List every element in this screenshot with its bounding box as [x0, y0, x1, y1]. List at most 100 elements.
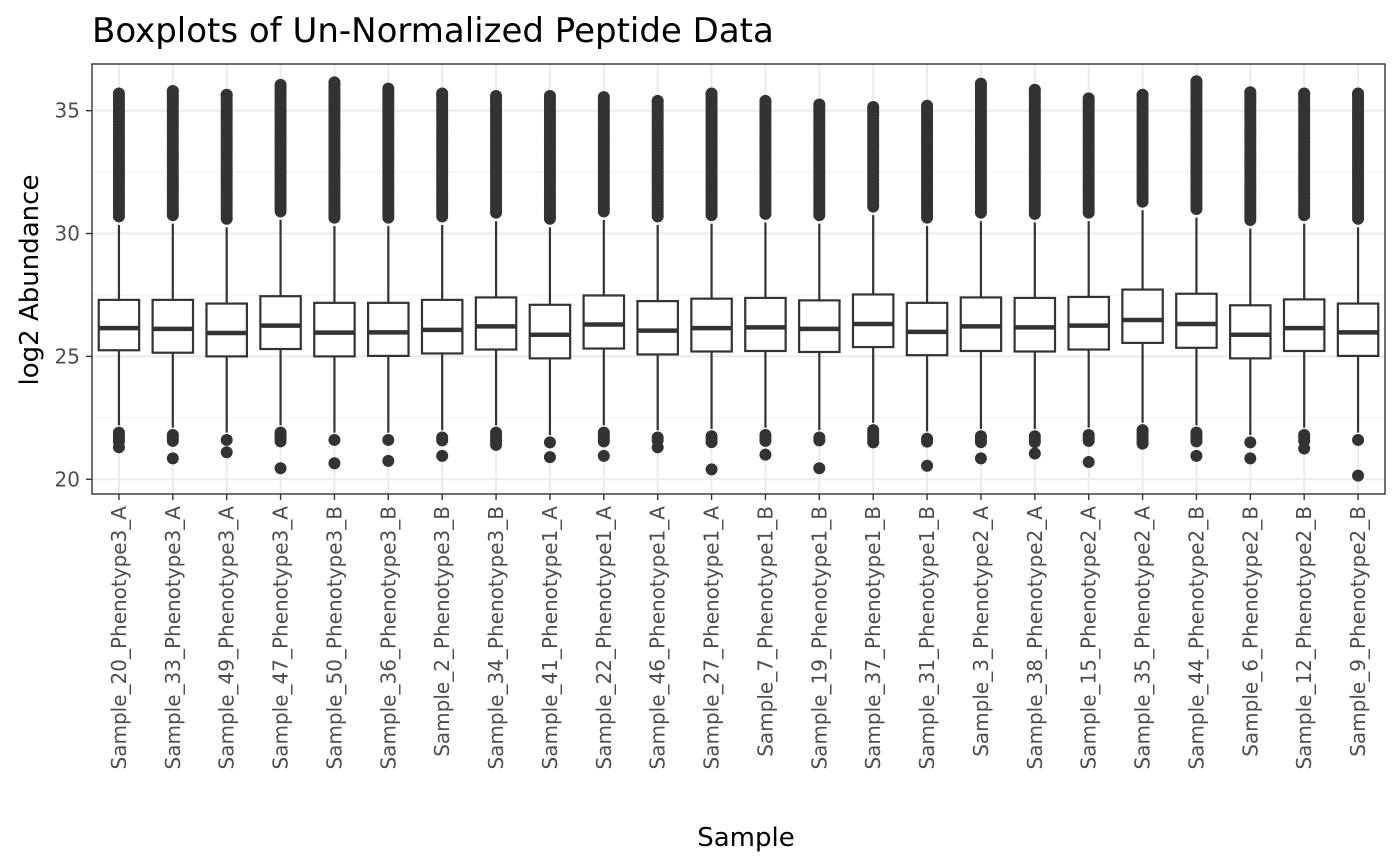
outlier-point: [1244, 86, 1257, 99]
outlier-point: [166, 452, 179, 465]
box-iqr: [259, 295, 302, 351]
x-tick-label: Sample_36_Phenotype3_B: [376, 506, 400, 770]
box-Sample_47_Phenotype3_A: [259, 78, 302, 475]
box-Sample_41_Phenotype1_A: [528, 89, 572, 464]
box-Sample_12_Phenotype2_B: [1282, 87, 1326, 455]
outlier-point: [1244, 436, 1257, 449]
x-tick-label: Sample_12_Phenotype2_B: [1292, 506, 1316, 770]
outlier-point: [867, 436, 880, 449]
box-Sample_37_Phenotype1_B: [851, 101, 895, 449]
y-tick-label: 20: [55, 467, 80, 491]
outlier-point: [220, 433, 233, 446]
outlier-point: [921, 99, 934, 112]
outlier-point: [1028, 83, 1041, 96]
box-iqr: [420, 298, 464, 355]
outlier-point: [382, 433, 395, 446]
outlier-point: [112, 87, 125, 100]
outlier-point: [436, 87, 449, 100]
x-tick-label: Sample_37_Phenotype1_B: [861, 506, 885, 770]
box-Sample_19_Phenotype1_B: [798, 98, 841, 475]
outlier-point: [220, 446, 233, 459]
box-Sample_7_Phenotype1_B: [744, 94, 787, 461]
box-Sample_44_Phenotype2_B: [1175, 75, 1218, 462]
panel-border: [91, 63, 1386, 495]
box-iqr: [690, 297, 733, 353]
box-Sample_6_Phenotype2_B: [1229, 86, 1272, 465]
outlier-point: [921, 435, 934, 448]
x-tick-label: Sample_27_Phenotype1_A: [700, 506, 724, 770]
box-iqr: [1013, 296, 1057, 353]
box-iqr: [528, 303, 572, 360]
outlier-point: [436, 434, 449, 447]
outlier-point: [1244, 452, 1257, 465]
outlier-point: [543, 436, 556, 449]
outlier-point: [597, 449, 610, 462]
outlier-point: [328, 457, 341, 470]
outlier-point: [1082, 92, 1095, 105]
box-iqr: [851, 293, 895, 349]
outlier-point: [759, 434, 772, 447]
x-tick-label: Sample_9_Phenotype2_B: [1346, 506, 1370, 757]
x-tick-label: Sample_34_Phenotype3_B: [484, 506, 508, 770]
outlier-point: [1028, 447, 1041, 460]
outlier-point: [382, 82, 395, 95]
outlier-point: [1190, 75, 1203, 88]
box-iqr: [313, 301, 356, 358]
box-iqr: [636, 300, 679, 356]
x-tick-label: Sample_44_Phenotype2_B: [1184, 506, 1208, 770]
box-iqr: [744, 296, 787, 353]
outlier-point: [274, 78, 287, 91]
outlier-point: [436, 449, 449, 462]
outlier-point: [1298, 87, 1311, 100]
outlier-point: [1352, 469, 1365, 482]
box-Sample_31_Phenotype1_B: [905, 99, 949, 472]
box-iqr: [582, 294, 626, 350]
outlier-point: [328, 76, 341, 89]
x-tick-label: Sample_47_Phenotype3_A: [269, 506, 293, 770]
box-iqr: [1229, 304, 1272, 360]
x-tick-label: Sample_19_Phenotype1_B: [807, 506, 831, 770]
x-tick-label: Sample_49_Phenotype3_A: [215, 506, 239, 770]
outlier-point: [274, 462, 287, 475]
outlier-point: [1352, 433, 1365, 446]
x-tick-label: Sample_2_Phenotype3_B: [430, 506, 454, 757]
chart-title: Boxplots of Un-Normalized Peptide Data: [92, 11, 774, 51]
outlier-point: [651, 94, 664, 107]
outlier-point: [1136, 88, 1149, 101]
box-Sample_49_Phenotype3_A: [205, 88, 248, 459]
outlier-point: [1352, 87, 1365, 100]
outlier-point: [274, 435, 287, 448]
box-Sample_50_Phenotype3_B: [313, 76, 356, 470]
box-Sample_35_Phenotype2_A: [1121, 88, 1164, 450]
box-Sample_34_Phenotype3_B: [474, 89, 518, 451]
outlier-point: [974, 436, 987, 449]
outlier-point: [166, 85, 179, 98]
box-Sample_36_Phenotype3_B: [367, 82, 410, 467]
outlier-point: [813, 434, 826, 447]
x-tick-label: Sample_35_Phenotype2_A: [1131, 506, 1155, 770]
box-iqr: [1121, 288, 1164, 344]
box-iqr: [905, 301, 949, 357]
box-iqr: [205, 302, 248, 358]
outlier-point: [490, 89, 503, 102]
outlier-point: [1028, 436, 1041, 449]
x-tick-label: Sample_38_Phenotype2_A: [1023, 506, 1047, 770]
outlier-point: [921, 459, 934, 472]
outlier-point: [543, 451, 556, 464]
x-tick-label: Sample_33_Phenotype3_A: [161, 506, 185, 770]
box-Sample_2_Phenotype3_B: [420, 87, 464, 462]
box-iqr: [1175, 292, 1218, 349]
outlier-point: [166, 434, 179, 447]
outlier-point: [813, 462, 826, 475]
outlier-point: [597, 91, 610, 104]
box-iqr: [798, 299, 841, 354]
x-tick-label: Sample_31_Phenotype1_B: [915, 506, 939, 770]
outlier-point: [651, 441, 664, 454]
box-Sample_38_Phenotype2_A: [1013, 83, 1057, 460]
box-iqr: [367, 301, 410, 358]
outlier-point: [974, 77, 987, 90]
box-Sample_9_Phenotype2_B: [1336, 87, 1380, 482]
x-tick-label: Sample_22_Phenotype1_A: [592, 506, 616, 770]
outlier-point: [1190, 449, 1203, 462]
